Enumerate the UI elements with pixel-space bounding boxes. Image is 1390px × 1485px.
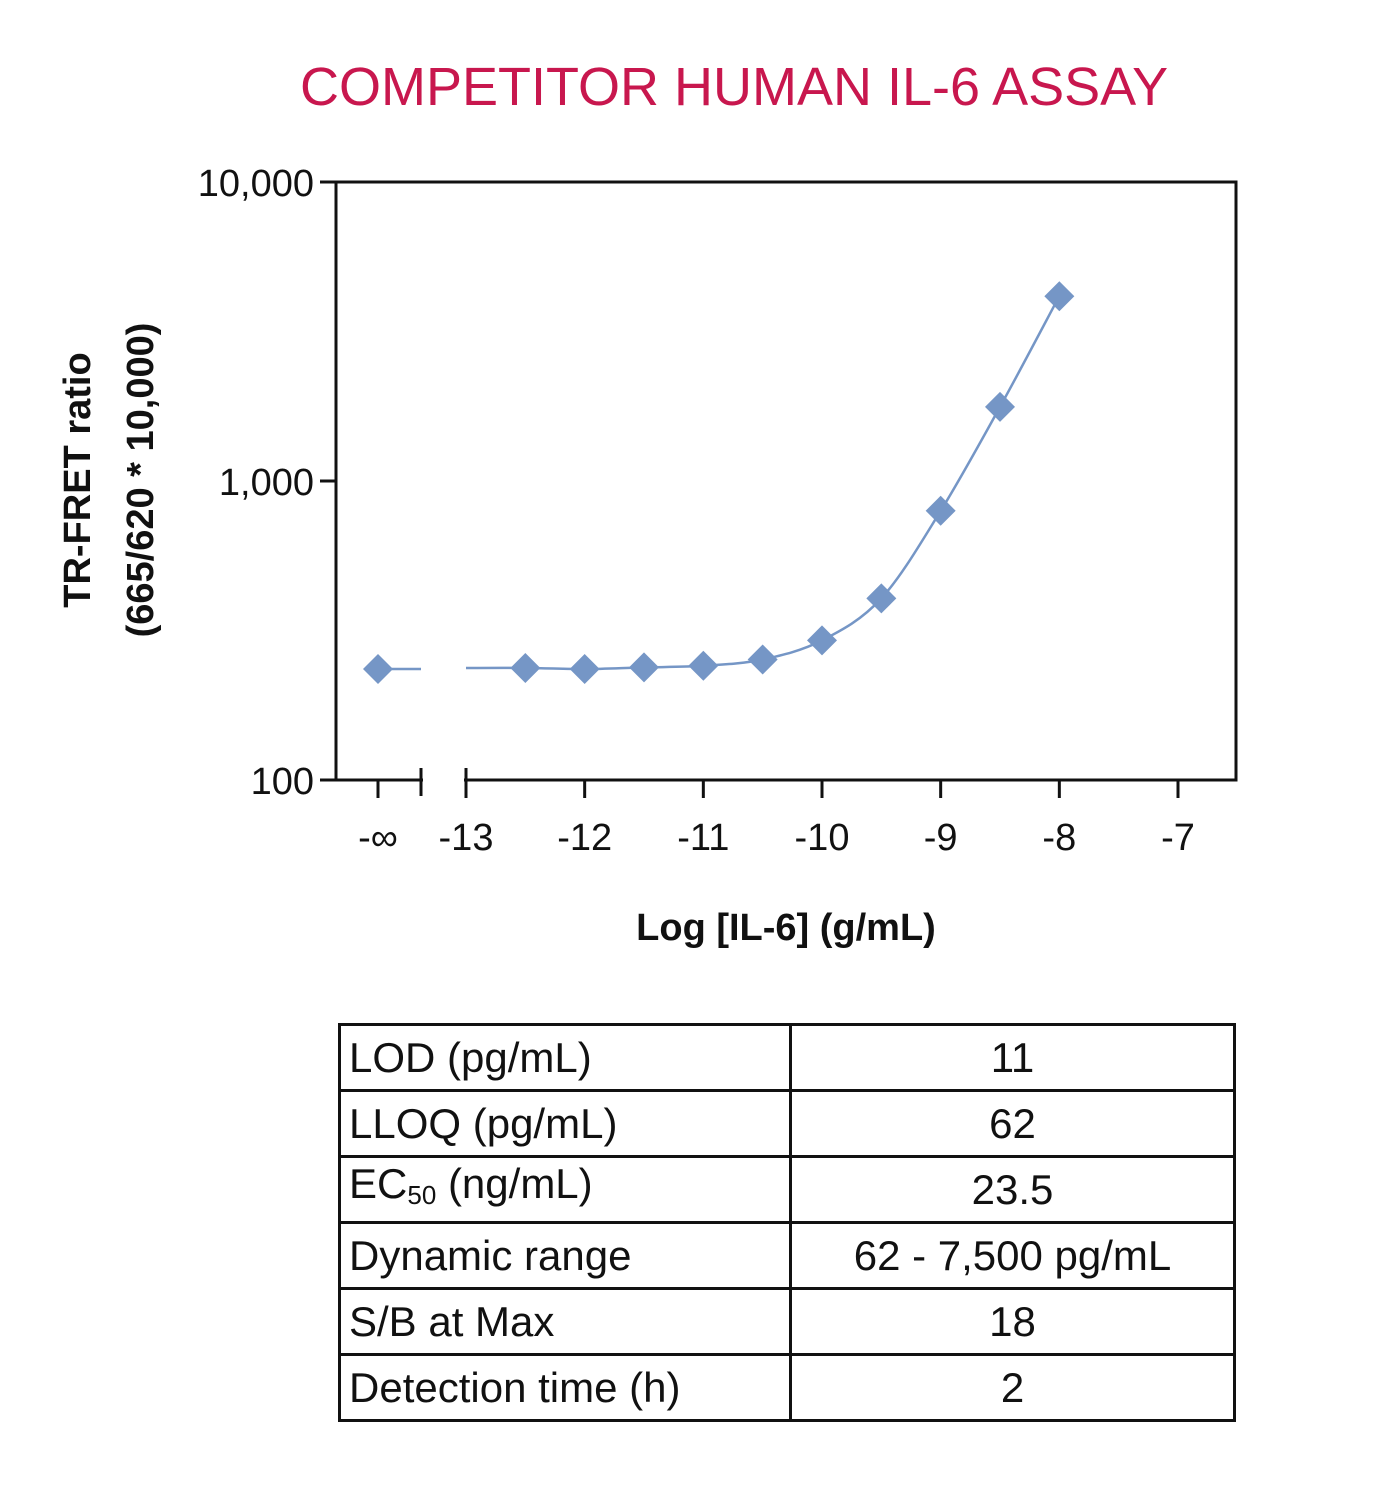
y-tick-label: 10,000 bbox=[198, 163, 314, 205]
y-axis-label-line1: TR-FRET ratio bbox=[57, 352, 99, 607]
data-point bbox=[510, 652, 541, 683]
y-axis-label-line2: (665/620 * 10,000) bbox=[120, 323, 162, 638]
data-point-zero bbox=[363, 654, 393, 685]
data-point bbox=[688, 650, 719, 681]
dose-response-chart: 100 1,000 10,000 -∞ -13 -12 -11 -10 -9 -8 -7 Log … bbox=[57, 163, 1238, 949]
row-value: 23.5 bbox=[789, 1155, 1236, 1224]
table-row: LLOQ (pg/mL) 62 bbox=[338, 1089, 1236, 1158]
ec-label-subscript: 50 bbox=[407, 1180, 437, 1210]
row-label: LLOQ (pg/mL) bbox=[338, 1089, 792, 1158]
row-label: S/B at Max bbox=[338, 1287, 792, 1356]
row-label: Detection time (h) bbox=[338, 1353, 792, 1422]
data-points bbox=[363, 281, 1075, 685]
data-point bbox=[985, 391, 1015, 422]
row-value: 62 bbox=[789, 1089, 1236, 1158]
y-tick-label: 1,000 bbox=[219, 462, 314, 504]
x-tick-label-zero: -∞ bbox=[358, 817, 398, 859]
row-label: LOD (pg/mL) bbox=[338, 1023, 792, 1092]
x-tick-label: -11 bbox=[677, 817, 729, 859]
x-tick-label: -13 bbox=[439, 817, 494, 859]
ec-label-units: (ng/mL) bbox=[436, 1160, 593, 1207]
axis-break-gap bbox=[423, 777, 464, 783]
fit-curve bbox=[378, 295, 1061, 671]
table-row: Detection time (h) 2 bbox=[338, 1353, 1236, 1422]
ec-label-main: EC bbox=[349, 1160, 408, 1207]
data-point bbox=[925, 495, 956, 526]
data-point bbox=[629, 652, 659, 683]
row-value: 62 - 7,500 pg/mL bbox=[789, 1221, 1236, 1290]
x-tick-label: -12 bbox=[557, 817, 612, 859]
x-tick-label: -7 bbox=[1161, 817, 1195, 859]
row-label: Dynamic range bbox=[338, 1221, 792, 1290]
curve-path bbox=[465, 295, 1061, 671]
plot-frame bbox=[334, 180, 1238, 782]
row-value: 11 bbox=[789, 1023, 1236, 1092]
x-tick-label: -9 bbox=[924, 817, 958, 859]
x-tick-label: -10 bbox=[795, 817, 850, 859]
y-tick-label: 100 bbox=[251, 761, 314, 803]
data-point bbox=[747, 644, 778, 675]
chart-title: COMPETITOR HUMAN IL-6 ASSAY bbox=[300, 57, 1169, 117]
table-row: EC50 (ng/mL) 23.5 bbox=[338, 1155, 1236, 1224]
table-row: Dynamic range 62 - 7,500 pg/mL bbox=[338, 1221, 1236, 1290]
row-value: 2 bbox=[789, 1353, 1236, 1422]
x-axis: -∞ -13 -12 -11 -10 -9 -8 -7 bbox=[358, 768, 1195, 859]
row-label: EC50 (ng/mL) bbox=[338, 1155, 792, 1224]
y-axis: 100 1,000 10,000 bbox=[198, 163, 336, 803]
row-value: 18 bbox=[789, 1287, 1236, 1356]
table-row: S/B at Max 18 bbox=[338, 1287, 1236, 1356]
x-axis-label: Log [IL-6] (g/mL) bbox=[636, 907, 936, 949]
x-tick-label: -8 bbox=[1042, 817, 1076, 859]
table-row: LOD (pg/mL) 11 bbox=[338, 1023, 1236, 1092]
data-point bbox=[807, 625, 837, 656]
assay-stats-table: LOD (pg/mL) 11 LLOQ (pg/mL) 62 EC50 (ng/… bbox=[338, 1023, 1236, 1422]
data-point bbox=[866, 583, 897, 614]
data-point bbox=[1044, 281, 1075, 312]
data-point bbox=[569, 654, 600, 685]
